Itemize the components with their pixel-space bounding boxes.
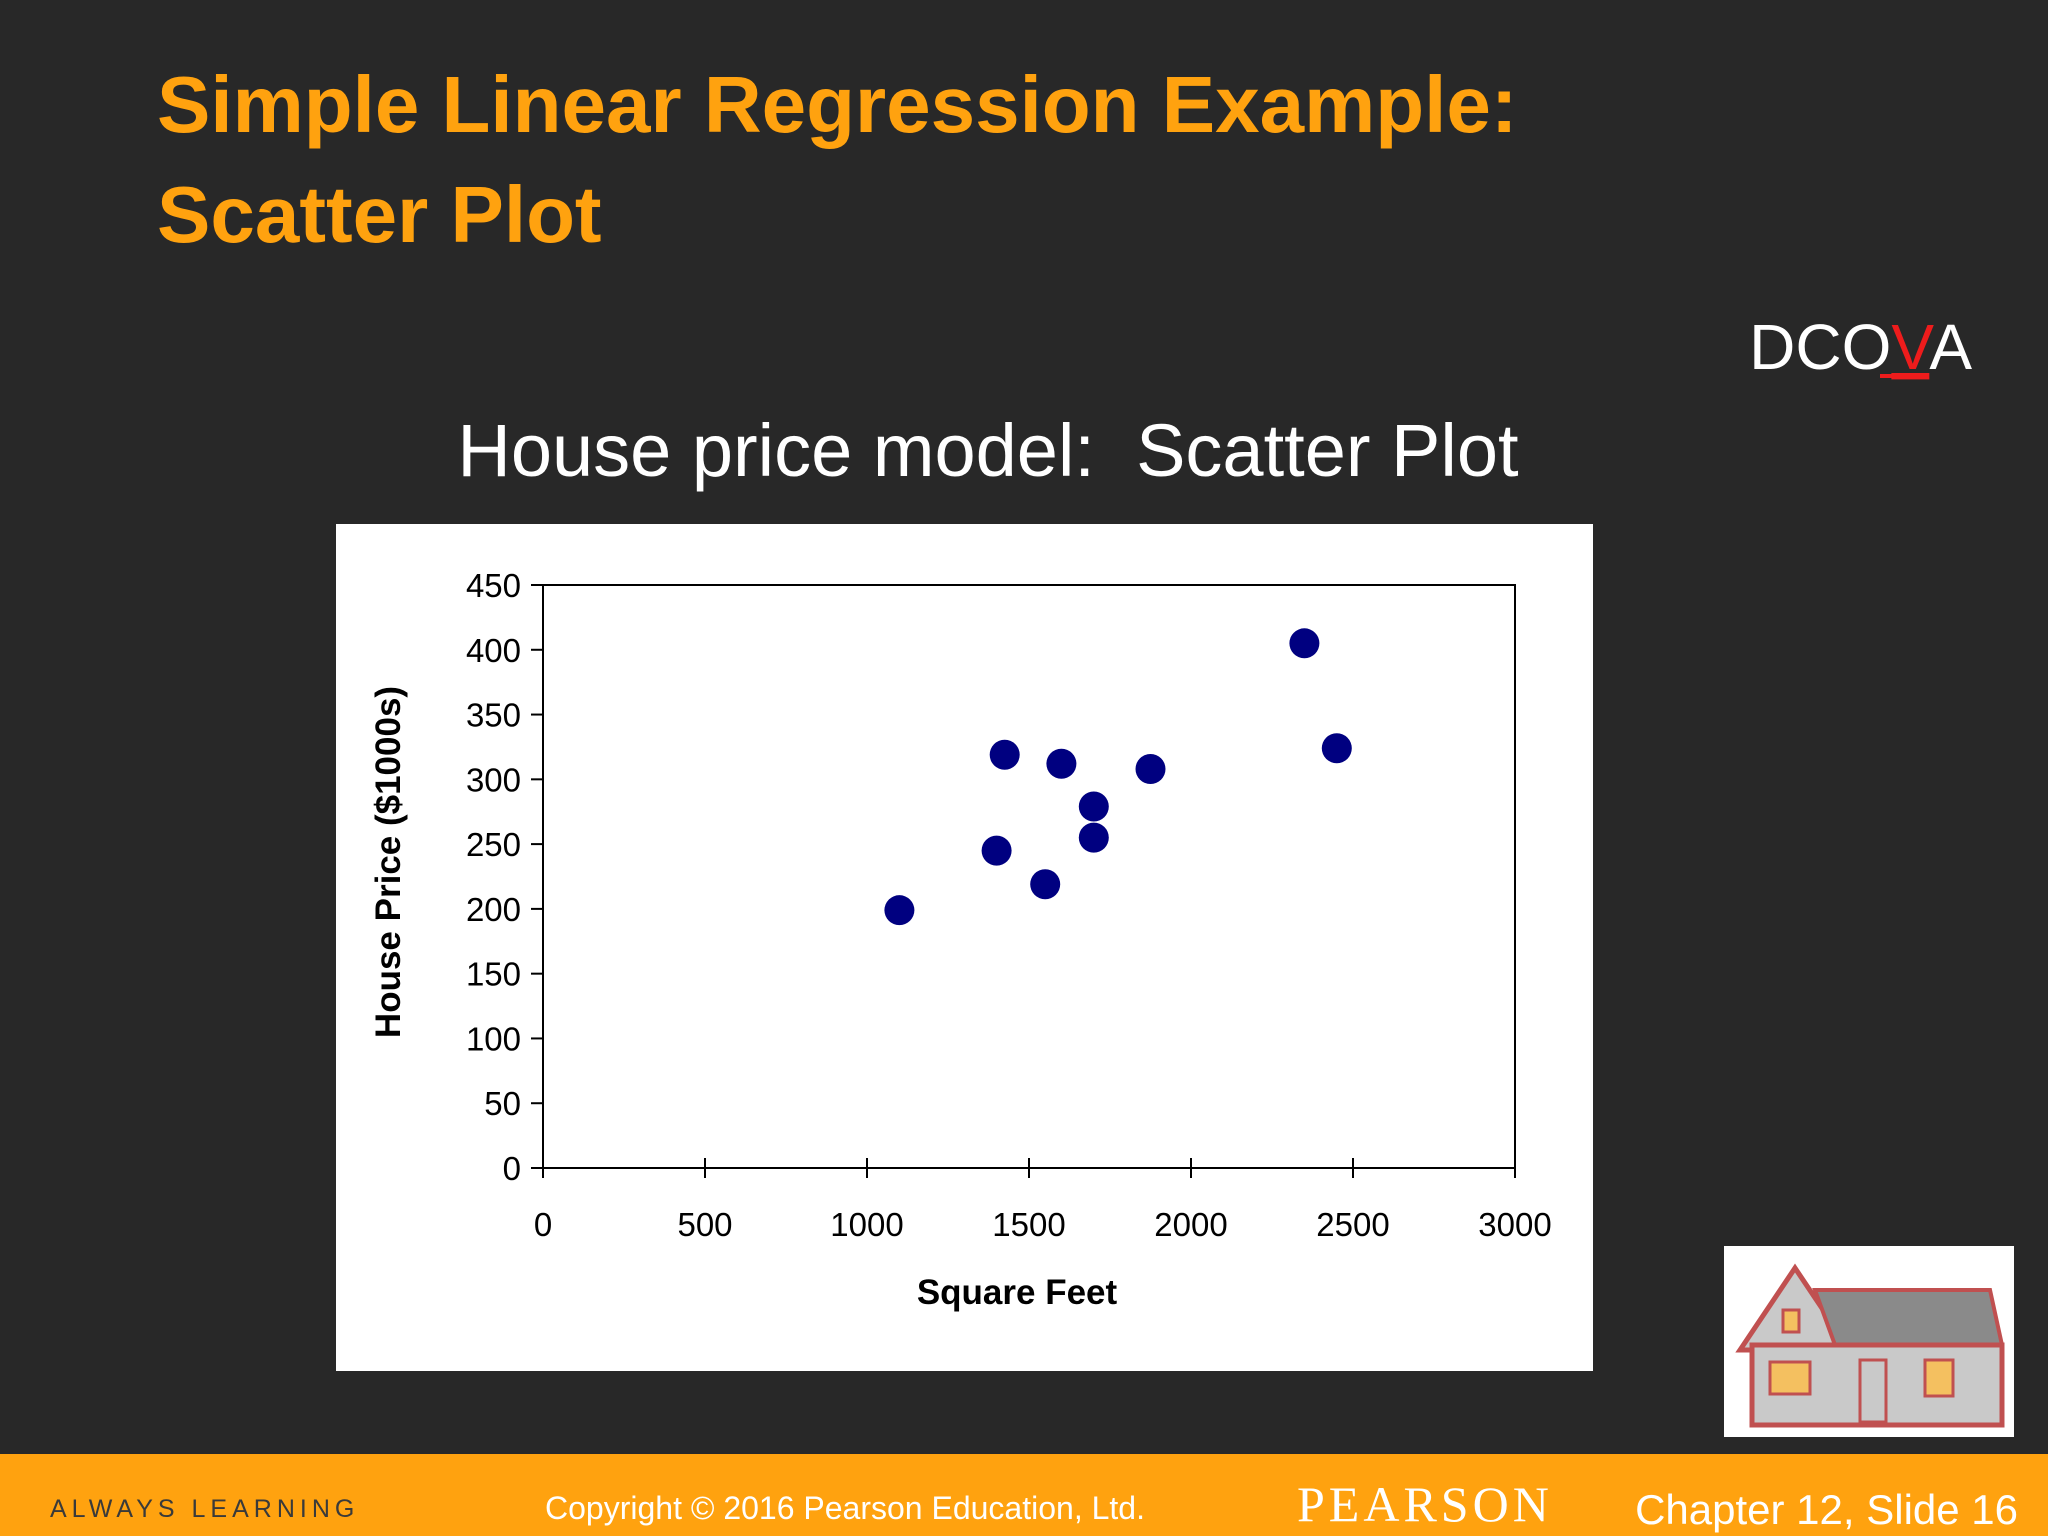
y-tick-label: 150	[466, 956, 521, 993]
y-tick-label: 250	[466, 826, 521, 863]
footer-bar	[0, 1454, 2048, 1536]
icon-window	[1923, 1358, 1955, 1398]
y-tick-label: 50	[484, 1085, 521, 1122]
point	[1030, 869, 1061, 900]
footer-brand: PEARSON	[1297, 1476, 1553, 1532]
y-tick-label: 300	[466, 761, 521, 798]
slide-title: Scatter Plot	[157, 170, 602, 259]
y-tick-label: 200	[466, 891, 521, 928]
x-axis-title: Square Feet	[917, 1273, 1118, 1312]
chart-title: House price model: Scatter Plot	[457, 409, 1519, 492]
x-tick-label: 0	[534, 1206, 552, 1243]
chart-panel	[336, 524, 1593, 1371]
point	[1321, 733, 1352, 764]
y-axis-title: House Price ($1000s)	[369, 686, 408, 1038]
tag: DCOVA	[1749, 311, 1972, 383]
point	[1078, 822, 1109, 853]
tag-part: DCO	[1749, 311, 1891, 383]
x-tick-label: 2000	[1154, 1206, 1227, 1243]
icon-door	[1858, 1358, 1888, 1424]
point	[884, 895, 915, 926]
icon-window	[1781, 1308, 1801, 1334]
point	[989, 739, 1020, 770]
footer-copyright: Copyright © 2016 Pearson Education, Ltd.	[545, 1490, 1145, 1526]
y-tick-label: 0	[503, 1150, 521, 1187]
x-tick-label: 1500	[992, 1206, 1065, 1243]
point	[1078, 791, 1109, 822]
y-tick-label: 100	[466, 1020, 521, 1057]
point	[981, 835, 1012, 866]
y-tick-label: 350	[466, 697, 521, 734]
x-tick-label: 500	[677, 1206, 732, 1243]
tag-highlight: V	[1891, 311, 1934, 383]
footer-page: Chapter 12, Slide 16	[1635, 1486, 2018, 1533]
point	[1289, 628, 1320, 659]
house-icon	[1724, 1246, 2014, 1437]
footer-left: ALWAYS LEARNING	[50, 1495, 359, 1523]
plot: 0 50 100 150 200 250 300 350 400 450 0 500 1000 1500 2…	[466, 567, 1552, 1243]
slide-title: Simple Linear Regression Example:	[157, 60, 1517, 149]
icon-window	[1768, 1360, 1812, 1396]
y-tick-label: 400	[466, 632, 521, 669]
x-tick-label: 1000	[830, 1206, 903, 1243]
x-tick-label: 3000	[1478, 1206, 1551, 1243]
tag-part: A	[1929, 311, 1972, 383]
point	[1135, 753, 1166, 784]
y-tick-label: 450	[466, 567, 521, 604]
point	[1046, 748, 1077, 779]
icon-roof	[1812, 1288, 2005, 1347]
x-tick-label: 2500	[1316, 1206, 1389, 1243]
